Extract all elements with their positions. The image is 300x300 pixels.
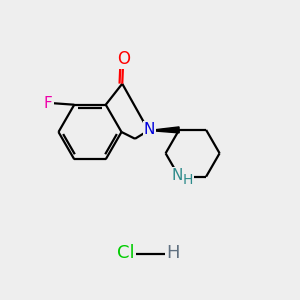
Text: Cl: Cl: [117, 244, 135, 262]
Text: O: O: [117, 50, 130, 68]
Text: H: H: [183, 173, 193, 187]
Text: N: N: [144, 122, 155, 137]
Polygon shape: [148, 127, 179, 133]
Text: F: F: [44, 96, 52, 111]
Text: N: N: [172, 168, 183, 183]
Text: H: H: [166, 244, 179, 262]
